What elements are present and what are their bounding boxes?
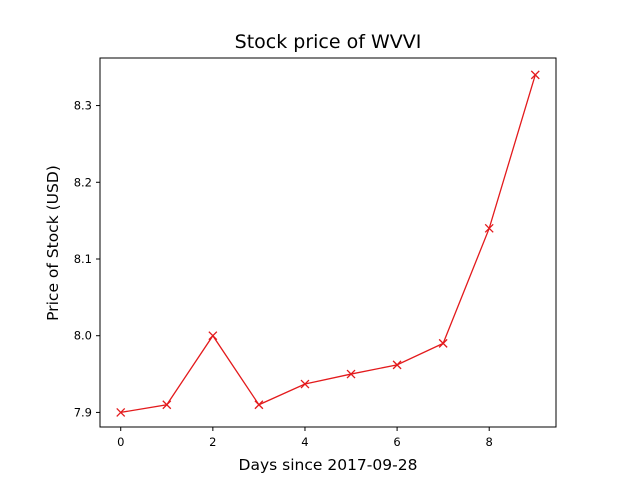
data-point-marker [208,331,218,341]
y-tick-label: 8.3 [74,99,92,113]
x-tick-label: 0 [117,435,124,449]
data-point-marker [438,338,448,348]
x-tick-label: 8 [486,435,493,449]
data-point-marker [254,400,264,410]
plot-frame [99,57,557,428]
x-tick-label: 4 [301,435,308,449]
x-tick-label: 2 [209,435,216,449]
y-tick-label: 8.2 [74,175,92,189]
data-point-marker [116,407,126,417]
y-axis-label: Price of Stock (USD) [44,165,62,321]
y-axis: 7.9 8.0 8.1 8.2 8.3 [74,99,100,419]
data-point-marker [484,223,494,233]
y-tick-label: 8.0 [74,329,92,343]
x-tick-label: 6 [393,435,400,449]
chart-title: Stock price of WVVI [235,31,422,53]
x-axis: 0 2 4 6 8 [117,427,493,449]
y-tick-label: 7.9 [74,405,92,419]
data-point-marker [300,379,310,389]
data-point-marker [162,400,172,410]
y-tick-label: 8.1 [74,252,92,266]
plot-area [116,70,540,417]
data-point-marker [346,369,356,379]
series-line [120,74,536,414]
data-point-marker [392,360,402,370]
x-axis-label: Days since 2017-09-28 [239,456,418,474]
data-point-marker [530,70,540,80]
